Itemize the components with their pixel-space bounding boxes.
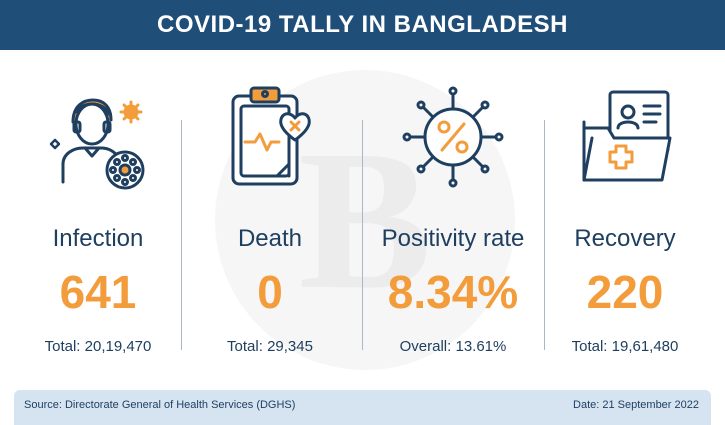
virus-percent-icon [363, 82, 543, 192]
stat-total: Total: 20,19,470 [44, 338, 152, 355]
footer-bar: Source: Directorate General of Health Se… [14, 390, 711, 425]
stat-total: Total: 19,61,480 [571, 338, 679, 355]
stat-value: 220 [586, 266, 664, 318]
stat-total: Total: 29,345 [227, 338, 313, 355]
stat-recovery: Recovery 220 Total: 19,61,480 [535, 60, 715, 380]
person-virus-icon [8, 82, 188, 192]
stat-label: Death [237, 225, 303, 252]
page-title: COVID-19 TALLY IN BANGLADESH [157, 11, 568, 38]
stat-infection: Infection 641 Total: 20,19,470 [8, 60, 188, 380]
stat-positivity-rate: Positivity rate 8.34% Overall: 13.61% [363, 60, 543, 380]
medical-folder-icon [535, 82, 715, 192]
stat-label: Positivity rate [381, 225, 525, 252]
watermark-letter: B [298, 109, 432, 331]
stat-value: 641 [59, 266, 137, 318]
header-banner: COVID-19 TALLY IN BANGLADESH [0, 0, 725, 50]
source-text: Source: Directorate General of Health Se… [24, 399, 296, 411]
stats-panel: Infection 641 Total: 20,19,470 Death 0 T… [0, 60, 725, 380]
divider [362, 120, 363, 350]
stat-label: Infection [52, 225, 144, 252]
stat-death: Death 0 Total: 29,345 [180, 60, 360, 380]
divider [544, 120, 545, 350]
date-text: Date: 21 September 2022 [573, 399, 699, 411]
stat-overall: Overall: 13.61% [399, 338, 507, 355]
clipboard-heart-icon [180, 82, 360, 192]
stat-label: Recovery [574, 225, 676, 252]
stat-value: 8.34% [387, 266, 519, 318]
divider [181, 120, 182, 350]
stat-value: 0 [257, 266, 283, 318]
